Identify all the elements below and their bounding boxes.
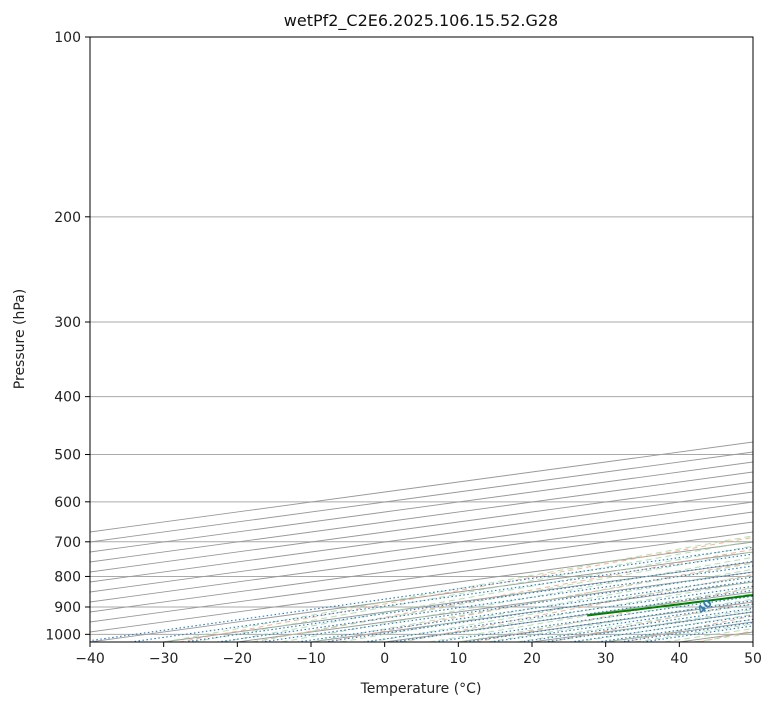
dry-adiabat-line bbox=[401, 574, 753, 642]
x-tick-label: 50 bbox=[744, 651, 762, 667]
x-tick-label: 30 bbox=[597, 651, 615, 667]
isotherm-line bbox=[90, 541, 753, 633]
isotherm-line bbox=[90, 461, 753, 553]
y-tick-label: 700 bbox=[54, 535, 81, 551]
background-lines bbox=[90, 535, 753, 642]
moist-adiabat-line bbox=[222, 545, 753, 642]
y-tick-label: 400 bbox=[54, 390, 81, 406]
moist-adiabat-line bbox=[635, 623, 753, 642]
y-tick-label: 600 bbox=[54, 495, 81, 511]
isotherm-line bbox=[90, 521, 753, 613]
annotation-labels: -100-90-80-70-60-50-40-30-20-10010203040… bbox=[695, 596, 715, 616]
x-tick-label: −10 bbox=[296, 651, 326, 667]
isotherm-line bbox=[310, 581, 753, 642]
isotherm-line bbox=[90, 501, 753, 593]
moist-adiabat-line bbox=[605, 618, 753, 642]
grid-layer bbox=[90, 37, 753, 642]
x-tick-label: −40 bbox=[75, 651, 105, 667]
moist-adiabat-line bbox=[310, 562, 753, 642]
x-tick-label: −20 bbox=[223, 651, 253, 667]
moist-adiabat-line bbox=[487, 598, 753, 642]
x-tick-label: 10 bbox=[449, 651, 467, 667]
dewpoint-profile bbox=[587, 593, 753, 617]
moist-adiabat-line bbox=[399, 581, 753, 642]
moist-adiabat-line bbox=[694, 632, 753, 642]
x-axis-label: Temperature (°C) bbox=[360, 681, 482, 697]
moist-adiabat-line bbox=[517, 603, 753, 642]
isotherm-line bbox=[90, 481, 753, 573]
y-tick-label: 100 bbox=[54, 30, 81, 46]
dry-adiabat-line bbox=[475, 587, 753, 642]
isotherm-line bbox=[531, 611, 753, 642]
isotherm-line bbox=[90, 491, 753, 583]
x-tick-label: 0 bbox=[380, 651, 389, 667]
x-tick-label: 40 bbox=[670, 651, 688, 667]
dry-adiabat-line bbox=[624, 615, 753, 642]
x-tick-label: −30 bbox=[149, 651, 179, 667]
y-axis-ticks: 1000 900 800 700 600 500 400 300 200 100 bbox=[45, 30, 90, 643]
y-axis-label: Pressure (hPa) bbox=[12, 289, 28, 389]
y-tick-label: 800 bbox=[54, 569, 81, 585]
y-tick-label: 300 bbox=[54, 315, 81, 331]
y-tick-label: 500 bbox=[54, 448, 81, 464]
chart-title: wetPf2_C2E6.2025.106.15.52.G28 bbox=[284, 11, 558, 31]
mixing-ratio-line bbox=[261, 571, 753, 642]
dry-adiabat-line bbox=[327, 561, 753, 642]
mixing-ratio-line bbox=[297, 576, 753, 642]
isotherm-line bbox=[605, 621, 753, 642]
moist-adiabat-line bbox=[281, 556, 753, 642]
mixing-ratio-line bbox=[392, 589, 753, 642]
isotherm-line bbox=[752, 641, 753, 642]
isotherm-line bbox=[90, 471, 753, 563]
y-tick-label: 900 bbox=[54, 600, 81, 616]
isotherm-line bbox=[384, 591, 753, 642]
dry-adiabat-line bbox=[698, 630, 753, 642]
isotherm-line bbox=[90, 511, 753, 603]
isotherm-line bbox=[90, 531, 753, 623]
moist-adiabat-line bbox=[664, 628, 753, 642]
series-layer bbox=[587, 593, 753, 617]
plot-frame bbox=[89, 36, 754, 643]
moist-adiabat-line bbox=[369, 574, 753, 642]
mixing-ratio-line bbox=[363, 585, 753, 642]
mixing-ratio-line bbox=[90, 546, 753, 642]
mixing-ratio-line bbox=[324, 580, 753, 642]
mixing-ratio-line bbox=[184, 560, 753, 642]
y-tick-label: 200 bbox=[54, 210, 81, 226]
y-tick-label: 1000 bbox=[45, 627, 81, 643]
x-tick-label: 20 bbox=[523, 651, 541, 667]
isotherm-line bbox=[90, 551, 753, 642]
moist-adiabat-line bbox=[340, 568, 753, 642]
isotherm-line bbox=[90, 451, 753, 543]
x-axis-ticks: −40 −30 −20 −10 0 10 20 30 40 50 bbox=[75, 642, 762, 667]
